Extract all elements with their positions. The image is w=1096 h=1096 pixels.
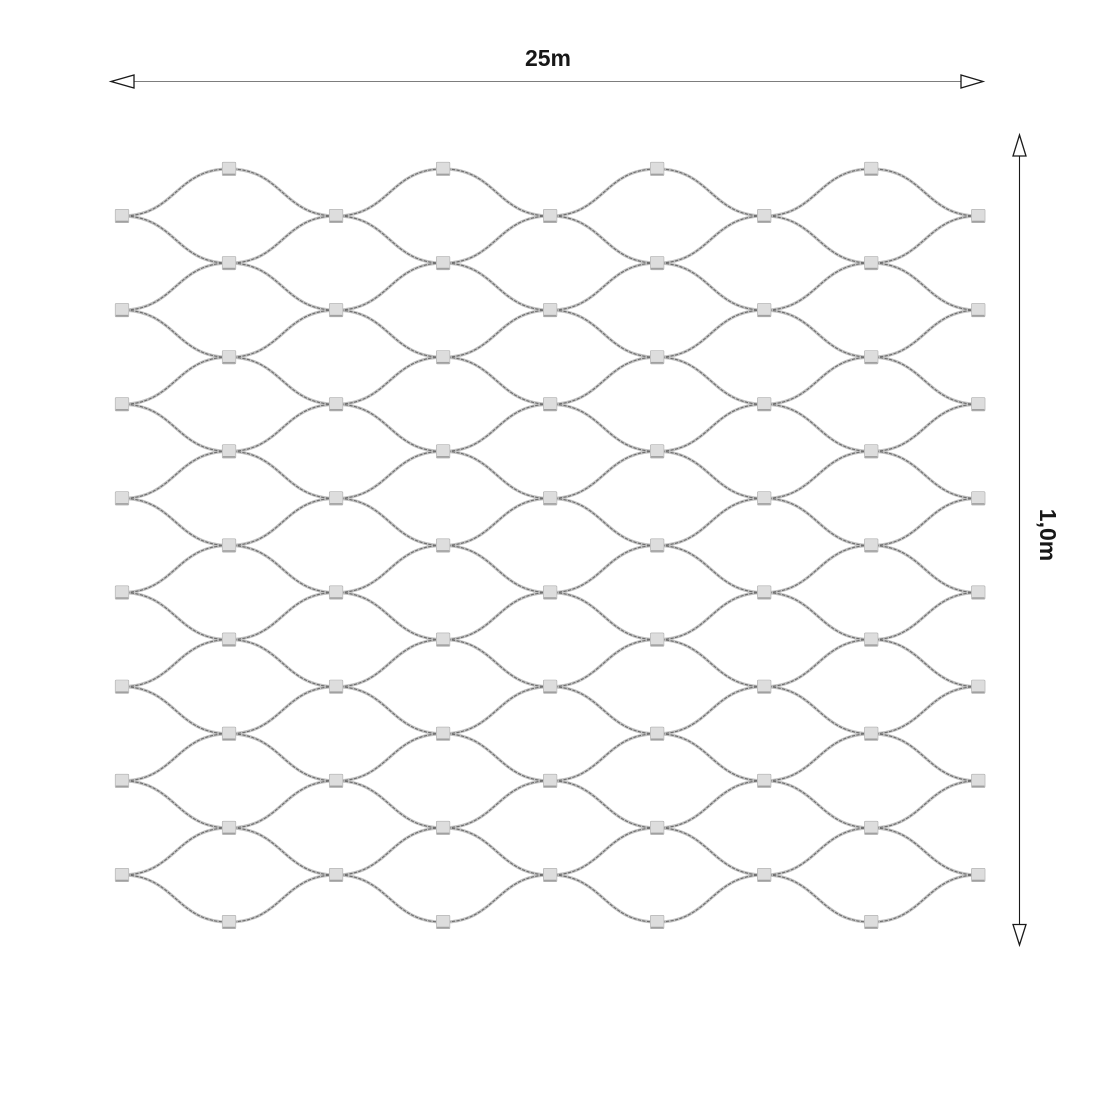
svg-text:1,0m: 1,0m xyxy=(1035,509,1061,561)
svg-text:25m: 25m xyxy=(525,45,571,71)
